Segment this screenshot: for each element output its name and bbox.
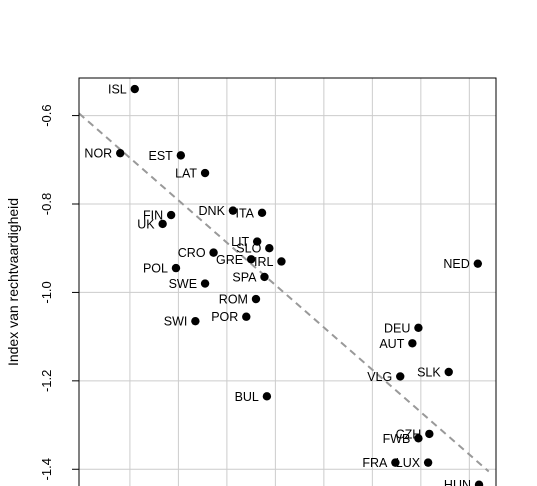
point-fwb [414,434,423,443]
point-lux [423,458,433,467]
y-tick-label-0: -0.6 [39,104,54,126]
point-label-spa: SPA [232,270,257,284]
y-tick-label-3: -1.2 [39,370,54,392]
point-por [242,312,251,321]
point-hun [474,480,484,486]
point-ita [257,208,267,218]
point-label-deu: DEU [384,321,410,335]
point-uk [158,219,167,229]
point-label-swi: SWI [164,315,188,329]
point-bul [262,392,272,401]
point-label-lat: LAT [175,167,197,181]
point-label-uk: UK [137,217,155,231]
point-label-pol: POL [143,262,168,276]
point-slk [444,367,453,377]
point-label-lit: LIT [231,235,249,249]
point-rom [251,294,261,304]
point-label-fin: FIN [143,209,163,223]
point-spa [260,272,269,282]
point-label-czh: CZH [396,427,422,441]
y-tick-label-2: -1.0 [39,281,54,303]
point-label-irl: IRL [254,255,274,269]
y-axis-label: Index van rechtvaardigheid [5,198,21,366]
point-label-fra: FRA [362,456,388,470]
point-label-dnk: DNK [199,204,226,218]
point-deu [414,323,423,332]
data-points [116,84,484,486]
point-label-slo: SLO [236,242,261,256]
point-label-ita: ITA [236,206,255,220]
y-tick-label-1: -0.8 [39,193,54,215]
point-cro [209,248,218,257]
point-gre [246,255,256,264]
point-label-nor: NOR [84,147,112,161]
point-label-vlg: VLG [367,370,392,384]
point-label-fwb: FWB [383,432,411,446]
point-label-isl: ISL [108,83,127,97]
point-label-aut: AUT [379,337,404,351]
point-label-est: EST [149,149,174,163]
point-label-rom: ROM [219,293,248,307]
point-label-swe: SWE [169,277,197,291]
point-label-lux: LUX [396,456,421,470]
y-axis: -0.6 -0.8 -1.0 -1.2 -1.4 [39,104,79,480]
point-label-por: POR [211,310,238,324]
point-vlg [396,372,405,381]
grid [79,78,496,486]
y-tick-label-4: -1.4 [39,458,54,480]
plot-frame [78,77,497,486]
point-label-bul: BUL [235,390,259,404]
point-dnk [228,206,238,215]
trend-line [78,112,490,473]
point-ned [473,259,483,268]
point-irl [277,257,286,266]
point-slo [265,244,274,253]
point-label-ned: NED [443,257,469,271]
point-label-gre: GRE [216,253,243,267]
point-lit [252,237,262,246]
point-swi [191,316,200,326]
point-nor [116,148,125,158]
point-label-slk: SLK [417,366,441,380]
point-pol [171,263,181,273]
point-aut [408,339,417,348]
point-fin [166,210,176,220]
point-lat [200,168,210,178]
point-isl [130,84,139,94]
point-label-cro: CRO [178,246,206,260]
point-swe [200,279,210,288]
point-label-hun: HUN [444,478,471,486]
point-est [176,151,186,160]
point-czh [425,429,434,439]
point-fra [391,458,400,467]
